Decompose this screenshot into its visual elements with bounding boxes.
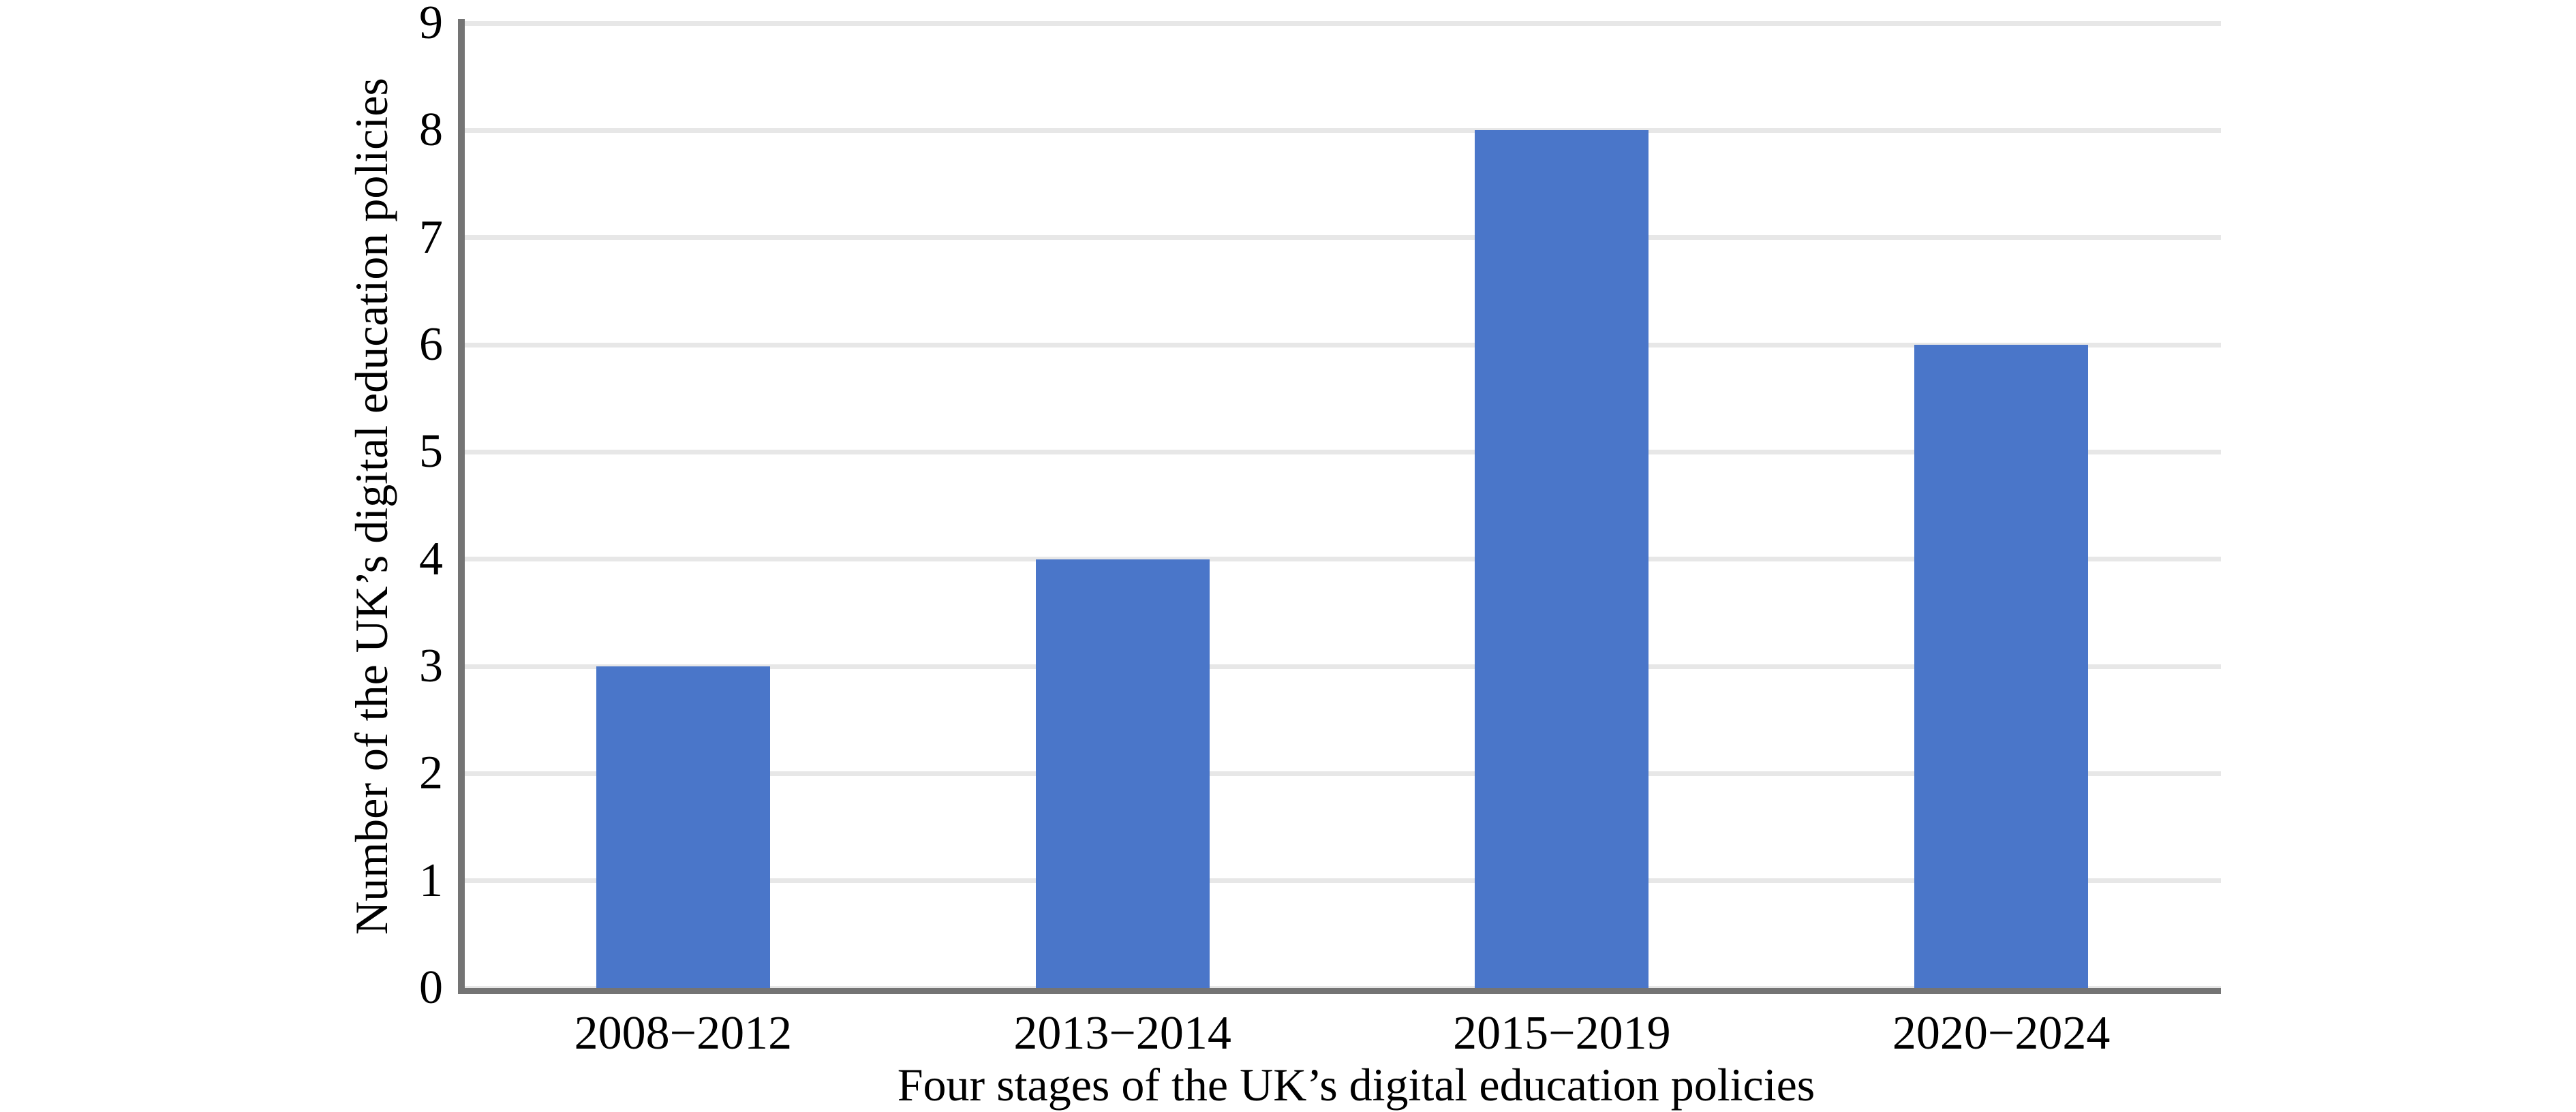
- gridline: [463, 235, 2221, 241]
- bar: [1035, 559, 1210, 988]
- bar: [596, 666, 770, 988]
- x-tick-label: 2020−2024: [1892, 1007, 2111, 1060]
- bar: [1914, 345, 2089, 988]
- gridline: [463, 557, 2221, 562]
- x-tick-label: 2015−2019: [1453, 1007, 1671, 1060]
- y-tick-label: 5: [419, 425, 443, 478]
- gridline: [463, 20, 2221, 26]
- gridline: [463, 342, 2221, 348]
- gridline: [463, 664, 2221, 669]
- y-axis-line: [458, 19, 465, 994]
- gridline: [463, 878, 2221, 884]
- y-tick-label: 9: [419, 0, 443, 49]
- y-tick-label: 1: [419, 854, 443, 907]
- y-tick-label: 0: [419, 961, 443, 1014]
- x-axis-title: Four stages of the UK’s digital educatio…: [897, 1059, 1815, 1111]
- bar: [1475, 130, 1649, 988]
- x-axis-line: [458, 988, 2221, 994]
- gridline: [463, 771, 2221, 776]
- y-tick-label: 6: [419, 318, 443, 371]
- y-tick-label: 7: [419, 211, 443, 264]
- y-tick-label: 3: [419, 640, 443, 692]
- y-tick-label: 2: [419, 747, 443, 800]
- y-tick-label: 8: [419, 104, 443, 157]
- gridline: [463, 449, 2221, 454]
- plot-area: 0 1 2 3 4 5 6 7 8 9 2008−2012 2013−2014 2015−2019 20…: [419, 0, 2221, 1057]
- gridline: [463, 127, 2221, 133]
- y-axis-title: Number of the UK’s digital education pol…: [346, 78, 397, 935]
- x-tick-label: 2008−2012: [574, 1007, 793, 1060]
- x-tick-label: 2013−2014: [1013, 1007, 1231, 1060]
- y-tick-label: 4: [419, 532, 443, 585]
